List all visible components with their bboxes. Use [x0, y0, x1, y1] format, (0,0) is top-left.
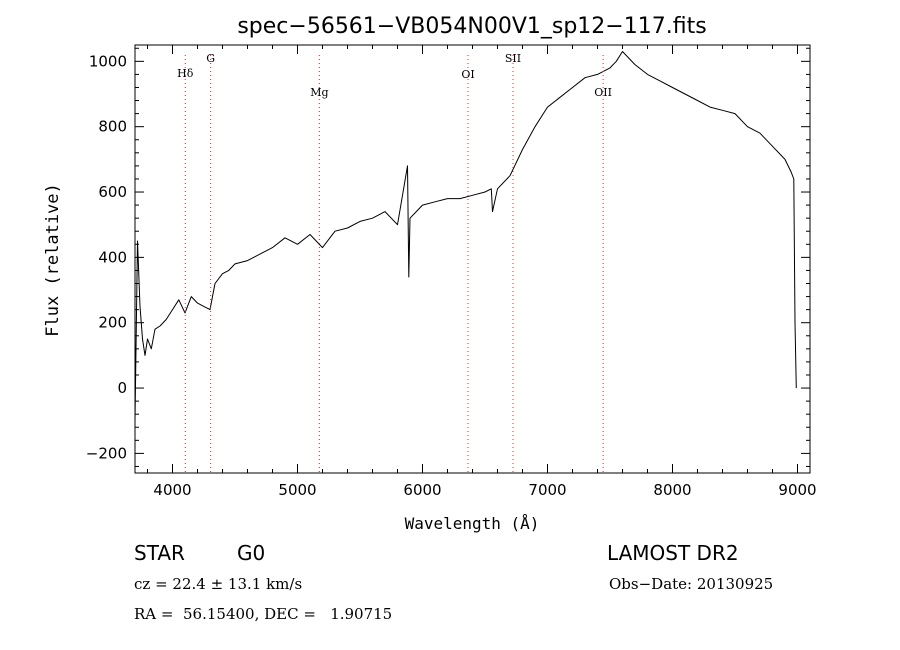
- chart-title: spec−56561−VB054N00V1_sp12−117.fits: [237, 14, 706, 39]
- x-tick-label: 5000: [278, 481, 316, 499]
- y-tick-label: 600: [98, 183, 127, 201]
- object-class: STAR: [134, 541, 185, 565]
- x-tick-label: 8000: [653, 481, 691, 499]
- x-axis-label: Wavelength (Å): [405, 514, 540, 533]
- spectral-line-markers: Hδ G Mg OI SII OII: [177, 52, 612, 473]
- spectral-line-label: OI: [461, 68, 474, 81]
- y-tick-label: −200: [86, 444, 127, 462]
- spectrum-line: [135, 51, 797, 421]
- plot-frame: [134, 44, 811, 474]
- plot-area: [135, 51, 797, 421]
- y-tick-label: 0: [117, 379, 127, 397]
- y-tick-label: 800: [98, 118, 127, 136]
- y-axis-label: Flux (relative): [43, 183, 63, 337]
- spectral-line-label: G: [206, 52, 215, 65]
- y-tick-label: 400: [98, 248, 127, 266]
- x-tick-label: 7000: [528, 481, 566, 499]
- survey-name: LAMOST DR2: [607, 541, 739, 565]
- spectral-line-label: SII: [505, 52, 521, 65]
- axes: 4000 5000 6000 7000 8000 9000 −200 0 200 400 600 80…: [86, 44, 817, 499]
- spectral-line-label: Mg: [310, 86, 328, 99]
- object-subclass: G0: [237, 541, 266, 565]
- observation-date: Obs−Date: 20130925: [609, 575, 774, 593]
- y-tick-label: 200: [98, 314, 127, 332]
- y-tick-label: 1000: [89, 52, 127, 70]
- spectral-line-label: OII: [594, 86, 612, 99]
- x-tick-label: 4000: [153, 481, 191, 499]
- coordinates: RA = 56.15400, DEC = 1.90715: [134, 605, 393, 623]
- x-tick-label: 9000: [778, 481, 816, 499]
- redshift-info: cz = 22.4 ± 13.1 km/s: [134, 575, 303, 593]
- x-tick-label: 6000: [403, 481, 441, 499]
- spectral-line-label: Hδ: [177, 67, 194, 80]
